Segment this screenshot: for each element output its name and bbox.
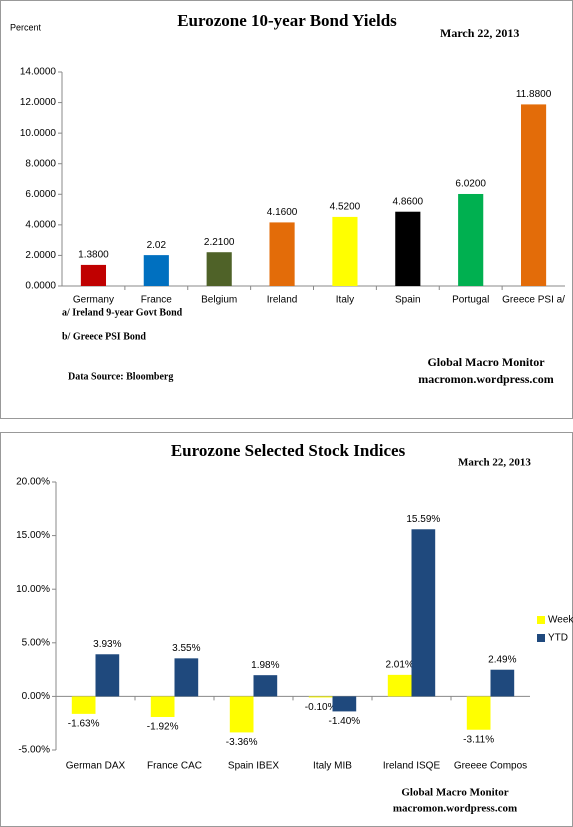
value-label: 4.5200 — [330, 202, 361, 213]
y-tick-label: 10.0000 — [20, 128, 57, 139]
credit: Global Macro Monitor — [401, 787, 508, 799]
value-label: -3.11% — [463, 734, 494, 745]
legend-label: YTD — [548, 633, 568, 644]
y-axis-label: Percent — [10, 22, 42, 32]
x-tick-label: Italy MIB — [313, 761, 352, 772]
y-tick-label: 20.00% — [16, 477, 50, 488]
note: a/ Ireland 9-year Govt Bond — [62, 307, 183, 318]
value-label: -1.63% — [68, 719, 100, 730]
y-tick-label: 6.0000 — [25, 189, 56, 200]
value-label: 2.49% — [488, 654, 516, 665]
bar — [253, 675, 278, 697]
value-label: 2.01% — [385, 659, 413, 670]
credit: macromon.wordpress.com — [418, 372, 554, 386]
bar — [308, 696, 333, 698]
credit: macromon.wordpress.com — [393, 803, 517, 815]
x-tick-label: Spain — [395, 295, 421, 306]
value-label: 2.2100 — [204, 237, 235, 248]
value-label: -1.92% — [147, 722, 179, 733]
legend-label: Week — [548, 615, 573, 626]
x-tick-label: Ireland — [267, 295, 298, 306]
value-label: 6.0200 — [455, 179, 486, 190]
bar — [174, 658, 199, 697]
x-tick-label: German DAX — [66, 761, 126, 772]
value-label: 4.8600 — [393, 196, 424, 207]
bar — [95, 654, 120, 697]
bar — [411, 529, 436, 697]
value-label: 15.59% — [406, 514, 440, 525]
y-tick-label: 15.00% — [16, 530, 50, 541]
value-label: 3.55% — [172, 643, 200, 654]
y-tick-label: 0.00% — [22, 691, 50, 702]
bar — [206, 252, 232, 286]
y-tick-label: -5.00% — [18, 745, 50, 756]
x-tick-label: France — [141, 295, 173, 306]
x-tick-label: Italy — [336, 295, 354, 306]
bar — [143, 255, 169, 286]
legend-swatch — [537, 634, 545, 642]
value-label: 11.8800 — [516, 89, 552, 100]
chart-title: Eurozone Selected Stock Indices — [171, 441, 406, 460]
bar — [150, 696, 175, 717]
value-label: -0.10% — [305, 702, 337, 713]
bar — [80, 264, 107, 286]
y-tick-label: 0.0000 — [25, 281, 56, 292]
x-tick-label: Portugal — [452, 295, 489, 306]
note: b/ Greece PSI Bond — [62, 331, 146, 342]
value-label: 3.93% — [93, 639, 121, 650]
date: March 22, 2013 — [458, 457, 531, 469]
y-tick-label: 2.0000 — [25, 250, 56, 261]
value-label: -1.40% — [329, 716, 361, 727]
x-tick-label: Spain IBEX — [228, 761, 279, 772]
value-label: 2.02 — [147, 240, 167, 251]
date: March 22, 2013 — [440, 26, 519, 40]
bar — [458, 193, 484, 286]
y-tick-label: 10.00% — [16, 584, 50, 595]
bar — [395, 211, 421, 286]
x-tick-label: Ireland ISQE — [383, 761, 441, 772]
bar — [269, 222, 295, 286]
x-tick-label: Belgium — [201, 295, 237, 306]
source: Data Source: Bloomberg — [68, 371, 173, 382]
value-label: 4.1600 — [267, 207, 298, 218]
y-tick-label: 8.0000 — [25, 158, 56, 169]
bar — [520, 104, 547, 286]
legend-swatch — [537, 616, 545, 624]
value-label: 1.98% — [251, 660, 279, 671]
x-tick-label: Greece PSI a/ — [502, 295, 565, 306]
value-label: 1.3800 — [78, 250, 109, 261]
bar — [332, 696, 357, 712]
y-tick-label: 4.0000 — [25, 219, 56, 230]
y-tick-label: 5.00% — [22, 637, 50, 648]
y-tick-label: 12.0000 — [20, 97, 57, 108]
bar — [490, 669, 515, 697]
value-label: -3.36% — [226, 737, 258, 748]
bar — [387, 674, 412, 697]
chart-title: Eurozone 10-year Bond Yields — [177, 11, 397, 30]
bar — [71, 696, 96, 714]
y-tick-label: 14.0000 — [20, 67, 57, 78]
bar — [229, 696, 254, 733]
x-tick-label: France CAC — [147, 761, 202, 772]
bar — [466, 696, 491, 730]
bar — [332, 216, 358, 286]
x-tick-label: Germany — [73, 295, 114, 306]
credit: Global Macro Monitor — [427, 355, 545, 369]
x-tick-label: Greeee Compos — [454, 761, 527, 772]
